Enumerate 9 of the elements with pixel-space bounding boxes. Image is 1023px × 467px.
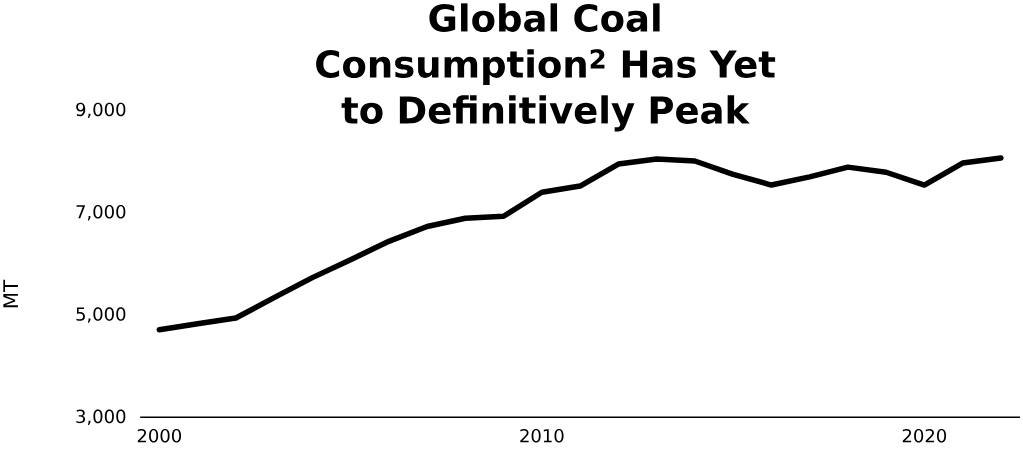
- x-tick-label: 2020: [902, 428, 947, 443]
- y-axis-title: MT: [3, 279, 18, 308]
- y-tick-label: 3,000: [76, 409, 126, 425]
- y-tick-label: 7,000: [76, 204, 126, 221]
- y-tick-label: 9,000: [76, 102, 126, 118]
- chart-title: Global Coal Consumption$^{2}$ Has Yet to Definitively Peak: [316, 3, 776, 132]
- y-tick-label: 5,000: [76, 307, 126, 323]
- x-tick-label: 2010: [520, 428, 564, 443]
- x-tick-label: 2000: [137, 428, 182, 443]
